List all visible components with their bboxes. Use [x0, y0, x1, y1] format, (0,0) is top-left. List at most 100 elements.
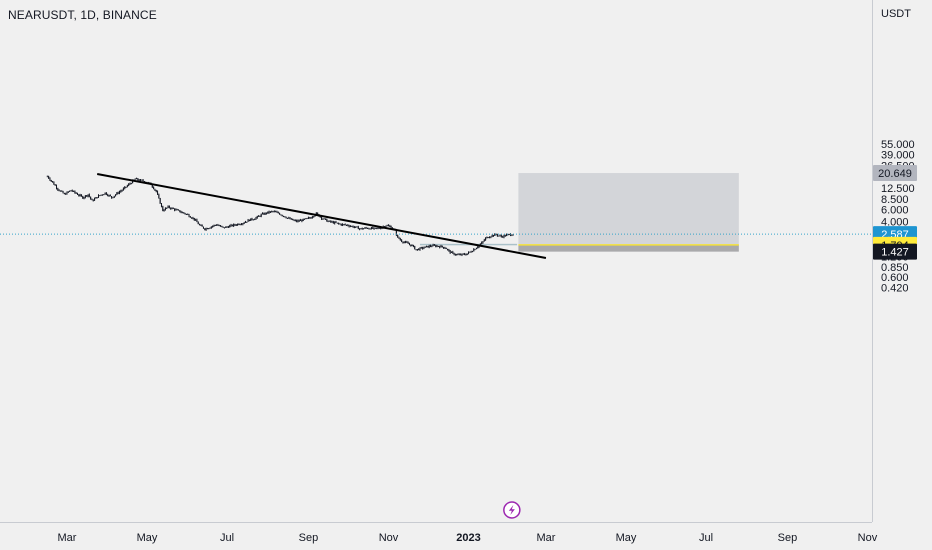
candle [48, 175, 50, 179]
candle [217, 223, 219, 226]
candle-body [75, 192, 77, 194]
candle-body [155, 190, 157, 192]
candle-body [111, 196, 113, 198]
candle-body [334, 221, 336, 224]
candle-body [178, 209, 180, 211]
time-tick-label: Mar [536, 532, 555, 544]
candle [176, 208, 178, 211]
candle-body [238, 223, 240, 225]
candle-body [461, 253, 463, 255]
candle-body [141, 179, 143, 181]
candle-body [154, 188, 156, 191]
candle-body [143, 181, 145, 183]
candle [499, 234, 501, 237]
time-tick-label: 2023 [456, 532, 480, 544]
candle-body [117, 192, 119, 194]
candle [218, 224, 220, 227]
candle-body [46, 176, 48, 178]
candle-body [406, 241, 408, 243]
candle [153, 186, 155, 190]
candle [402, 241, 404, 244]
candle [276, 210, 278, 213]
candle-body [443, 246, 445, 248]
candle-body [397, 235, 399, 237]
candle [65, 192, 67, 195]
candle-body [485, 237, 487, 240]
candle-body [95, 197, 97, 199]
candle-body [125, 186, 127, 188]
candle [387, 224, 389, 227]
candle-body [175, 209, 177, 211]
candle [130, 182, 132, 185]
candle [225, 226, 227, 229]
candle [142, 179, 144, 182]
candle [330, 220, 332, 223]
candle-body [166, 207, 168, 209]
candle [332, 220, 334, 224]
candle-body [269, 211, 271, 213]
candle [407, 241, 409, 244]
candle [180, 210, 182, 214]
candle [74, 190, 76, 194]
candle [339, 223, 341, 225]
candle [66, 191, 68, 195]
candle [239, 223, 241, 226]
chart-overlays [0, 172, 872, 519]
candle [357, 225, 359, 230]
candle [284, 216, 286, 218]
candle-body [67, 191, 69, 193]
candle-body [195, 219, 197, 221]
candle [422, 246, 424, 250]
candle-body [473, 249, 475, 252]
candle [366, 227, 368, 229]
candle-body [118, 191, 120, 194]
candle-body [185, 214, 187, 216]
candle-body [202, 226, 204, 229]
candle-body [508, 234, 510, 236]
candle [398, 236, 400, 240]
candle-body [142, 180, 144, 182]
candle [428, 244, 430, 249]
candle [100, 194, 102, 196]
candle [401, 239, 403, 243]
candle [313, 216, 315, 218]
candle-body [191, 217, 193, 219]
candle [125, 186, 127, 189]
candle [57, 187, 59, 191]
candle [122, 187, 124, 191]
candle-body [427, 245, 429, 248]
candle [185, 213, 187, 216]
candle [155, 189, 157, 193]
candle-body [347, 224, 349, 226]
candle-body [235, 224, 237, 226]
candle-body [243, 222, 245, 224]
candle-body [220, 225, 222, 227]
candle-body [234, 224, 236, 226]
candle [286, 217, 288, 219]
candle-body [403, 242, 405, 244]
candle [489, 236, 491, 239]
candle-body [481, 242, 483, 245]
candle-body [321, 216, 323, 219]
candle [370, 226, 372, 230]
candle-body [105, 192, 107, 195]
candle [485, 237, 487, 241]
candle-body [450, 251, 452, 253]
candle [220, 224, 222, 227]
candle-body [363, 228, 365, 230]
candle [128, 183, 130, 187]
candle [233, 223, 235, 228]
candle-body [192, 217, 194, 219]
candle-body [103, 194, 105, 196]
candle [288, 216, 290, 219]
candle-body [237, 223, 239, 226]
candle-body [210, 226, 212, 228]
candle [59, 190, 61, 192]
candle [353, 225, 355, 229]
candle [187, 213, 189, 216]
candle-body [306, 218, 308, 220]
candle [458, 253, 460, 256]
candle-body [208, 228, 210, 230]
candle [457, 253, 459, 256]
